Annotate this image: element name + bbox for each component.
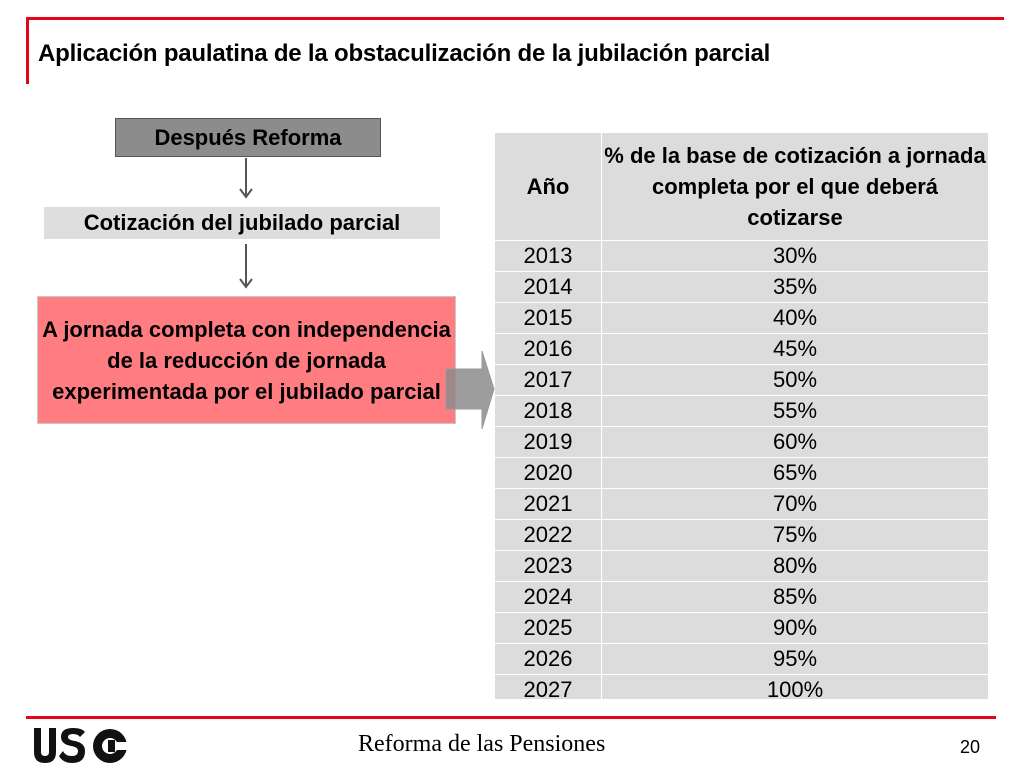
percent-cell: 70% (601, 488, 988, 520)
table-row: 2018 55% (495, 395, 988, 427)
table-row: 2020 65% (495, 457, 988, 489)
percent-cell: 45% (601, 333, 988, 365)
table-row: 2014 35% (495, 271, 988, 303)
bottom-red-rule (26, 716, 996, 719)
percent-cell: 40% (601, 302, 988, 334)
table-row: 2017 50% (495, 364, 988, 396)
percent-cell: 75% (601, 519, 988, 551)
contribution-label: Cotización del jubilado parcial (83, 210, 401, 235)
full-time-result-label: A jornada completa con independencia de … (42, 316, 451, 404)
uso-logo (34, 728, 132, 763)
table-header-row: Año % de la base de cotización a jornada… (495, 133, 988, 241)
left-red-rule (26, 17, 29, 84)
arrow-down-icon (239, 244, 253, 289)
table-row: 2026 95% (495, 643, 988, 675)
footer-text: Reforma de las Pensiones (358, 731, 606, 757)
year-cell: 2026 (495, 643, 602, 675)
percent-cell: 30% (601, 240, 988, 272)
percent-cell: 85% (601, 581, 988, 613)
year-cell: 2019 (495, 426, 602, 458)
header-percent: % de la base de cotización a jornada com… (601, 133, 988, 241)
year-cell: 2021 (495, 488, 602, 520)
percent-cell: 60% (601, 426, 988, 458)
page-number: 20 (960, 737, 981, 757)
year-cell: 2018 (495, 395, 602, 427)
table-row: 2015 40% (495, 302, 988, 334)
contribution-box: Cotización del jubilado parcial (44, 207, 440, 239)
year-cell: 2024 (495, 581, 602, 613)
after-reform-label: Después Reforma (154, 124, 342, 150)
percent-cell: 100% (601, 674, 988, 705)
table-row: 2021 70% (495, 488, 988, 520)
year-cell: 2023 (495, 550, 602, 582)
percent-cell: 95% (601, 643, 988, 675)
year-cell: 2025 (495, 612, 602, 644)
arrow-down-icon (239, 158, 253, 199)
slide-title: Aplicación paulatina de la obstaculizaci… (38, 40, 771, 67)
percent-cell: 65% (601, 457, 988, 489)
table-row: 2019 60% (495, 426, 988, 458)
percent-cell: 80% (601, 550, 988, 582)
year-cell: 2017 (495, 364, 602, 396)
table-row: 2022 75% (495, 519, 988, 551)
header-year: Año (526, 174, 570, 199)
percent-cell: 50% (601, 364, 988, 396)
year-cell: 2013 (495, 240, 602, 272)
table-row: 2027 100% (495, 674, 988, 705)
year-cell: 2022 (495, 519, 602, 551)
table-row: 2016 45% (495, 333, 988, 365)
after-reform-box: Después Reforma (115, 118, 381, 157)
percent-cell: 90% (601, 612, 988, 644)
year-cell: 2015 (495, 302, 602, 334)
percent-cell: 55% (601, 395, 988, 427)
arrow-right-icon (445, 350, 495, 430)
top-red-rule (26, 17, 1004, 20)
year-cell: 2027 (495, 674, 602, 705)
contribution-schedule-table: Año % de la base de cotización a jornada… (495, 133, 988, 705)
year-cell: 2020 (495, 457, 602, 489)
year-cell: 2014 (495, 271, 602, 303)
table-row: 2023 80% (495, 550, 988, 582)
percent-cell: 35% (601, 271, 988, 303)
table-row: 2024 85% (495, 581, 988, 613)
table-row: 2025 90% (495, 612, 988, 644)
table-row: 2013 30% (495, 240, 988, 272)
year-cell: 2016 (495, 333, 602, 365)
full-time-result-box: A jornada completa con independencia de … (37, 296, 456, 424)
